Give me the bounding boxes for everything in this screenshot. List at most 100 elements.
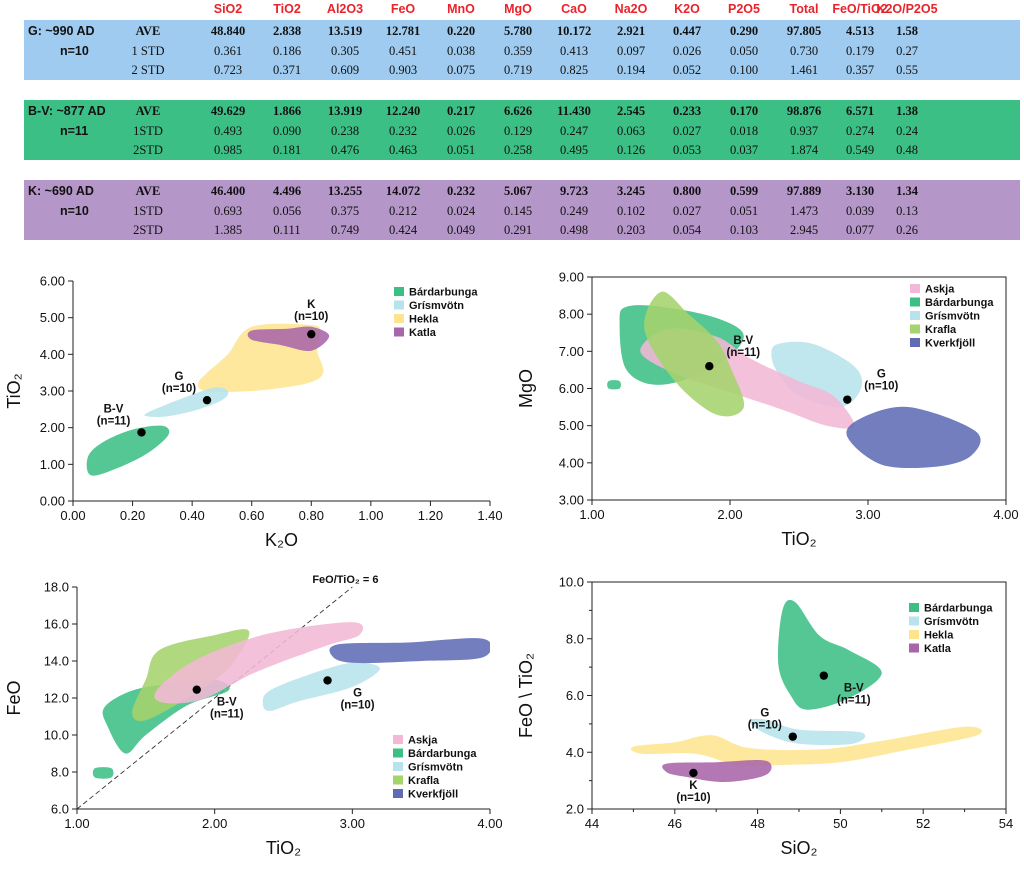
table-cell: 0.049 — [446, 223, 476, 237]
table-cell: 0.357 — [845, 63, 875, 77]
table-cell: 97.889 — [786, 184, 822, 198]
table-cell: 2.945 — [789, 223, 819, 237]
y-tick-label: 8.0 — [51, 765, 69, 780]
x-tick-label: 3.00 — [340, 816, 365, 831]
x-tick-label: 4.00 — [477, 816, 502, 831]
chart-feo-tio2-vs-sio2: 44 46 48 50 52 54 2.0 4.0 6.0 8.0 10.0 SiO₂ FeO \ Ti… — [516, 575, 1013, 858]
table-cell: 13.919 — [327, 104, 363, 118]
table-cell: 0.027 — [672, 124, 702, 138]
legend-swatch — [394, 287, 404, 296]
legend-label: Hekla — [409, 314, 439, 326]
mean-point — [323, 676, 332, 685]
x-tick-label: 4.00 — [993, 507, 1018, 522]
y-tick-label: 3.00 — [40, 384, 65, 399]
table-cell: 0.599 — [729, 184, 759, 198]
table-cell: 0.476 — [330, 143, 360, 157]
point-label: G — [877, 369, 886, 381]
table-cell: 0.800 — [672, 184, 702, 198]
group-count: n=10 — [60, 44, 89, 58]
point-count: (n=10) — [676, 792, 710, 804]
point-count: (n=10) — [748, 720, 782, 732]
legend-swatch — [393, 762, 403, 771]
table-cell: 0.232 — [446, 184, 476, 198]
table-cell: 0.937 — [789, 124, 819, 138]
table-header: SiO2 TiO2 Al2O3 FeO MnO MgO CaO Na2O K2O P2O5 Tota… — [0, 0, 1024, 20]
table-cell: 0.024 — [446, 204, 476, 218]
y-tick-label: 18.0 — [44, 580, 69, 595]
legend-label: Kverkfjöll — [925, 338, 975, 350]
mean-point — [819, 671, 829, 680]
point-label: B-V — [217, 697, 237, 709]
group-label: B-V: ~877 AD — [28, 104, 106, 118]
table-cell: 0.126 — [616, 143, 646, 157]
legend-label: Katla — [409, 327, 437, 339]
table-cell: 0.052 — [672, 63, 702, 77]
column-header: FeO/TiO2 — [832, 2, 888, 16]
y-tick-label: 5.00 — [40, 310, 65, 325]
data-region — [777, 599, 882, 710]
y-tick-label: 6.0 — [51, 802, 69, 817]
legend-swatch — [394, 300, 404, 310]
point-label: B-V — [104, 403, 124, 415]
table-cell: 0.027 — [672, 204, 702, 218]
y-tick-label: 2.0 — [566, 802, 584, 817]
y-tick-label: 4.00 — [40, 347, 65, 362]
table-cell: 0.100 — [729, 63, 759, 77]
row-stat: 2STD — [133, 143, 163, 157]
y-tick-label: 0.00 — [40, 494, 65, 509]
y-tick-label: 5.00 — [559, 418, 584, 433]
table-cell: 2.921 — [616, 24, 646, 38]
row-stat: 1STD — [133, 204, 163, 218]
legend-swatch — [910, 284, 920, 293]
legend-label: Askja — [408, 735, 438, 747]
reference-line-label: FeO/TiO₂ = 6 — [312, 575, 378, 586]
table-cell: 11.430 — [557, 104, 591, 118]
legend-label: Askja — [925, 284, 955, 296]
x-tick-label: 1.20 — [418, 508, 443, 523]
table-cell: 0.181 — [272, 143, 302, 157]
x-tick-label: 1.00 — [358, 508, 383, 523]
column-header: Total — [789, 2, 819, 16]
y-tick-label: 8.0 — [566, 631, 584, 646]
table-cell: 13.255 — [327, 184, 363, 198]
table-cell: 0.056 — [272, 204, 302, 218]
table-cell: 0.220 — [446, 24, 476, 38]
table-cell: 1.58 — [896, 24, 918, 38]
mean-point — [689, 768, 698, 778]
y-tick-label: 8.00 — [559, 307, 584, 322]
x-tick-label: 44 — [585, 816, 599, 831]
table-cell: 2.838 — [272, 24, 302, 38]
legend-swatch — [909, 603, 919, 612]
table-cell: 0.053 — [672, 143, 702, 157]
legend-swatch — [910, 324, 920, 334]
legend-swatch — [910, 297, 920, 307]
x-axis-label: SiO₂ — [781, 838, 818, 858]
table-cell: 6.571 — [845, 104, 875, 118]
row-stat: 2STD — [133, 223, 163, 237]
legend-label: Krafla — [408, 775, 440, 787]
table-cell: 0.203 — [616, 223, 646, 237]
table-cell: 0.097 — [616, 44, 646, 58]
data-region — [86, 425, 170, 476]
y-tick-label: 14.0 — [44, 654, 69, 669]
group-count: n=10 — [60, 204, 89, 218]
table-cell: 0.194 — [616, 63, 646, 77]
table-cell: 0.609 — [330, 63, 360, 77]
table-cell: 0.985 — [213, 143, 243, 157]
x-tick-label: 2.00 — [717, 507, 742, 522]
data-region — [329, 638, 490, 664]
table-group: B-V: ~877 AD n=11 AVE 49.629 1.866 13.919 12.2… — [24, 100, 1020, 160]
legend-label: Hekla — [924, 630, 954, 642]
y-tick-label: 4.00 — [559, 455, 584, 470]
table-cell: 0.55 — [896, 63, 918, 77]
x-tick-label: 3.00 — [855, 507, 880, 522]
legend-label: Bárdarbunga — [408, 748, 477, 760]
table-cell: 0.274 — [845, 124, 875, 138]
column-header: FeO — [390, 2, 416, 16]
table-cell: 0.48 — [896, 143, 918, 157]
table-cell: 0.375 — [330, 204, 360, 218]
y-tick-label: 2.00 — [40, 420, 65, 435]
point-count: (n=11) — [210, 709, 244, 721]
table-cell: 46.400 — [210, 184, 246, 198]
table-cell: 1.38 — [896, 104, 918, 118]
